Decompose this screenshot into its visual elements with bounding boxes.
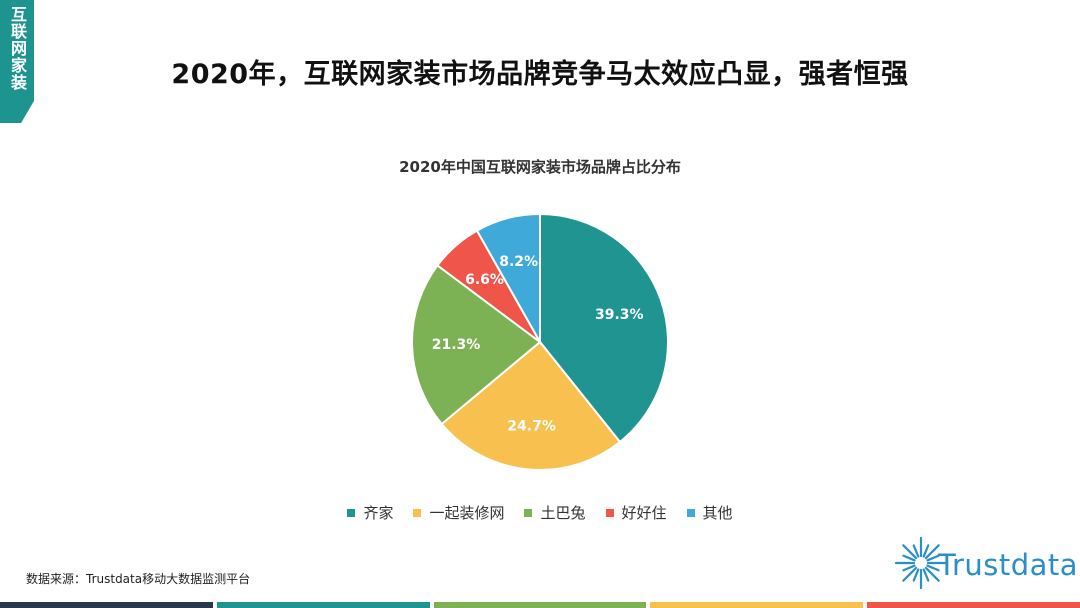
pie-slice-4 [475,212,541,346]
bottom-strip-segment [216,602,430,608]
legend-item-2: 土巴兔 [524,502,586,523]
bottom-strip-segment [650,602,864,608]
legend-swatch [413,508,422,517]
pie-slice-1 [440,340,622,471]
bottom-strip-segment [433,602,647,608]
bottom-strip-segment [867,602,1080,608]
legend-swatch [686,508,695,517]
chart-legend: 齐家 一起装修网 土巴兔 好好住 其他 [0,502,1080,523]
legend-label: 其他 [702,504,733,522]
legend-item-0: 齐家 [347,502,393,523]
slice-data-label-4: 8.2% [499,254,538,270]
section-tab-label: 互联网家装 [8,6,27,91]
legend-swatch [605,508,614,517]
chart-title: 2020年中国互联网家装市场品牌占比分布 [399,158,681,176]
legend-label: 一起装修网 [429,504,505,522]
bottom-strip-segment [0,602,213,608]
trustdata-logo: Trustdata [893,535,1078,591]
slice-data-label-3: 6.6% [465,272,504,288]
section-tab: 互联网家装 [0,0,34,123]
legend-label: 齐家 [363,504,394,522]
slice-data-label-2: 21.3% [432,337,481,353]
page-title: 2020年，互联网家装市场品牌竞争马太效应凸显，强者恒强 [171,59,909,90]
legend-label: 土巴兔 [540,504,586,522]
slice-data-label-0: 39.3% [595,307,644,323]
pie-slice-0 [539,212,669,444]
legend-swatch [524,508,533,517]
legend-label: 好好住 [621,504,667,522]
bottom-color-strip [0,602,1080,608]
slice-data-label-1: 24.7% [507,419,556,435]
pie-slice-2 [411,263,542,426]
legend-item-1: 一起装修网 [413,502,504,523]
legend-item-4: 其他 [686,502,733,523]
starburst-icon [894,536,948,590]
logo-wordmark: Trustdata [938,548,1079,582]
legend-swatch [347,508,356,517]
data-source-note: 数据来源：Trustdata移动大数据监测平台 [26,572,251,586]
legend-item-3: 好好住 [605,502,667,523]
